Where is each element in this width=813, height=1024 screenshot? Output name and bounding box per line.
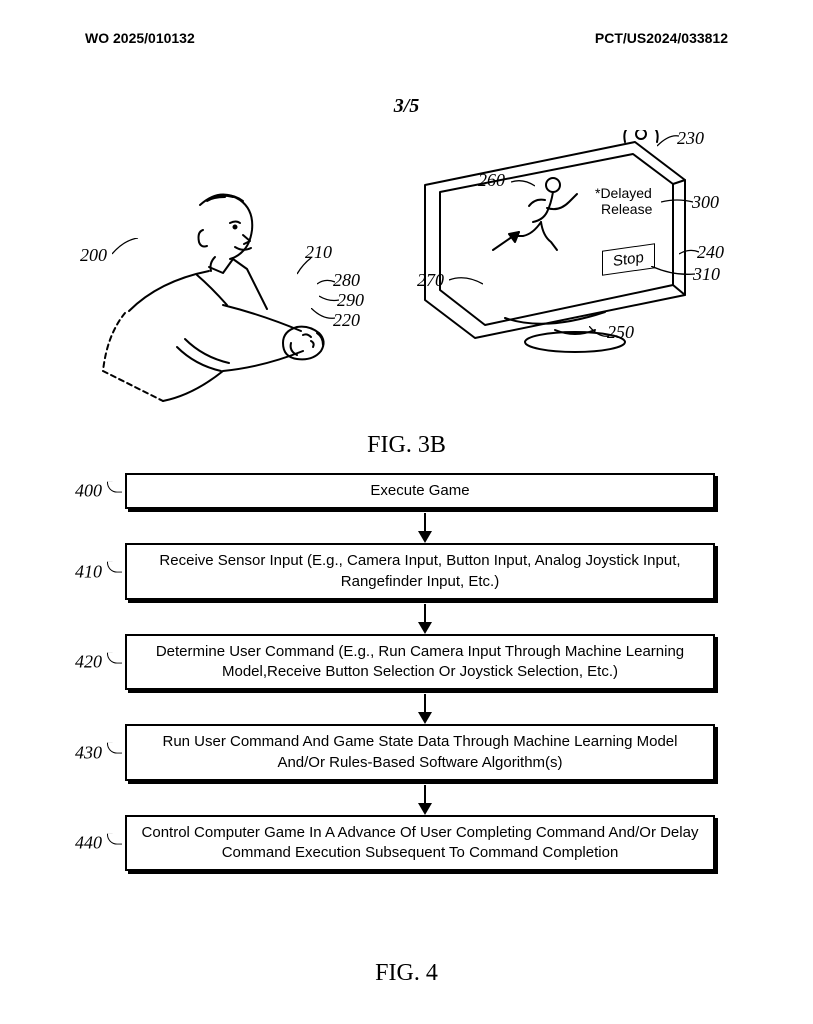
ref-400: 400: [75, 481, 102, 502]
ref-430: 430: [75, 742, 102, 763]
flow-box-430: Run User Command And Game State Data Thr…: [125, 724, 715, 781]
flow-step-420: 420 Determine User Command (E.g., Run Ca…: [85, 634, 725, 691]
flow-box-400: Execute Game: [125, 473, 715, 509]
flow-step-410: 410 Receive Sensor Input (E.g., Camera I…: [85, 543, 725, 600]
fig4-flowchart: 400 Execute Game 410 Receive Sensor Inpu…: [85, 473, 725, 875]
flow-arrow: [85, 785, 725, 815]
ref-440: 440: [75, 833, 102, 854]
display-illustration: [385, 130, 715, 355]
ref-280: 280: [333, 270, 360, 291]
ref-290: 290: [337, 290, 364, 311]
ref-230: 230: [677, 128, 704, 149]
ref-260: 260: [478, 170, 505, 191]
fig3b-title: FIG. 3B: [0, 432, 813, 459]
ref-420: 420: [75, 652, 102, 673]
screen-annotation: *Delayed Release: [595, 185, 652, 217]
ref-200: 200: [80, 245, 107, 266]
flow-step-440: 440 Control Computer Game In A Advance O…: [85, 815, 725, 872]
leader-230: [657, 134, 679, 148]
publication-number: WO 2025/010132: [85, 30, 195, 46]
flow-box-440: Control Computer Game In A Advance Of Us…: [125, 815, 715, 872]
leader-300: [661, 198, 693, 208]
ref-410: 410: [75, 561, 102, 582]
flow-arrow: [85, 513, 725, 543]
screen-text-line1: *Delayed: [595, 185, 652, 201]
flow-box-410: Receive Sensor Input (E.g., Camera Input…: [125, 543, 715, 600]
ref-270: 270: [417, 270, 444, 291]
ref-250: 250: [607, 322, 634, 343]
leader-280: [317, 278, 335, 288]
leader-270: [449, 274, 483, 288]
flow-step-400: 400 Execute Game: [85, 473, 725, 509]
leader-240: [679, 248, 699, 258]
flow-box-420: Determine User Command (E.g., Run Camera…: [125, 634, 715, 691]
leader-200: [112, 238, 140, 256]
fig3b-drawing: *Delayed Release Stop 200 210 280 290 22…: [85, 130, 725, 425]
ref-220: 220: [333, 310, 360, 331]
ref-300: 300: [692, 192, 719, 213]
player-illustration: [85, 185, 345, 415]
stop-button-label: Stop: [613, 249, 644, 270]
leader-290: [319, 294, 339, 304]
leader-220: [311, 308, 335, 322]
flow-arrow: [85, 694, 725, 724]
leader-310: [651, 266, 695, 278]
leader-260: [511, 178, 535, 190]
ref-310: 310: [693, 264, 720, 285]
flow-arrow: [85, 604, 725, 634]
leader-250: [589, 326, 609, 340]
ref-240: 240: [697, 242, 724, 263]
leader-210: [297, 258, 313, 276]
page-header: WO 2025/010132 PCT/US2024/033812: [0, 30, 813, 46]
flow-step-430: 430 Run User Command And Game State Data…: [85, 724, 725, 781]
page-number: 3/5: [0, 95, 813, 118]
application-number: PCT/US2024/033812: [595, 30, 728, 46]
screen-text-line2: Release: [595, 201, 652, 217]
fig4-title: FIG. 4: [0, 960, 813, 987]
